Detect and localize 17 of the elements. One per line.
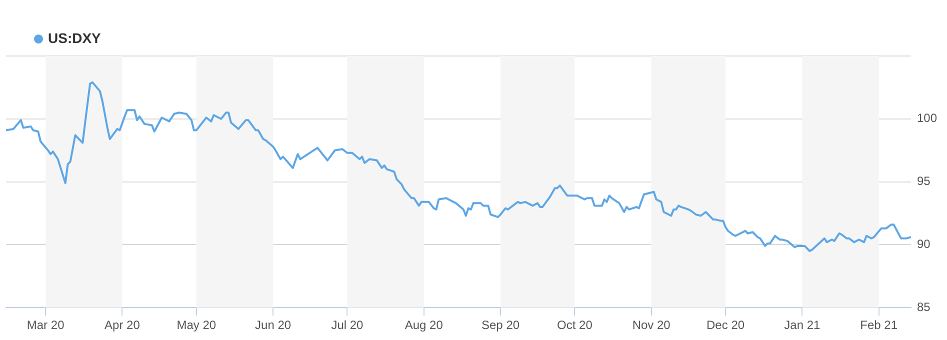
y-tick-label: 95 [916, 174, 931, 188]
x-tick-label: Jan 21 [784, 318, 821, 332]
x-tick-label: Nov 20 [632, 318, 671, 332]
legend-label: US:DXY [48, 30, 102, 46]
x-tick-label: Apr 20 [104, 318, 140, 332]
x-tick-label: Feb 21 [860, 318, 898, 332]
y-tick-label: 85 [916, 300, 931, 314]
x-tick-label: Jun 20 [255, 318, 292, 332]
x-tick-label: Dec 20 [706, 318, 745, 332]
x-tick-label: Jul 20 [331, 318, 364, 332]
x-tick-label: Sep 20 [482, 318, 520, 332]
x-tick-label: Aug 20 [404, 318, 444, 332]
x-tick-label: May 20 [176, 318, 216, 332]
x-tick-label: Oct 20 [557, 318, 593, 332]
y-tick-label: 100 [916, 111, 938, 126]
y-tick-label: 90 [916, 237, 931, 252]
x-tick-label: Mar 20 [26, 318, 65, 332]
